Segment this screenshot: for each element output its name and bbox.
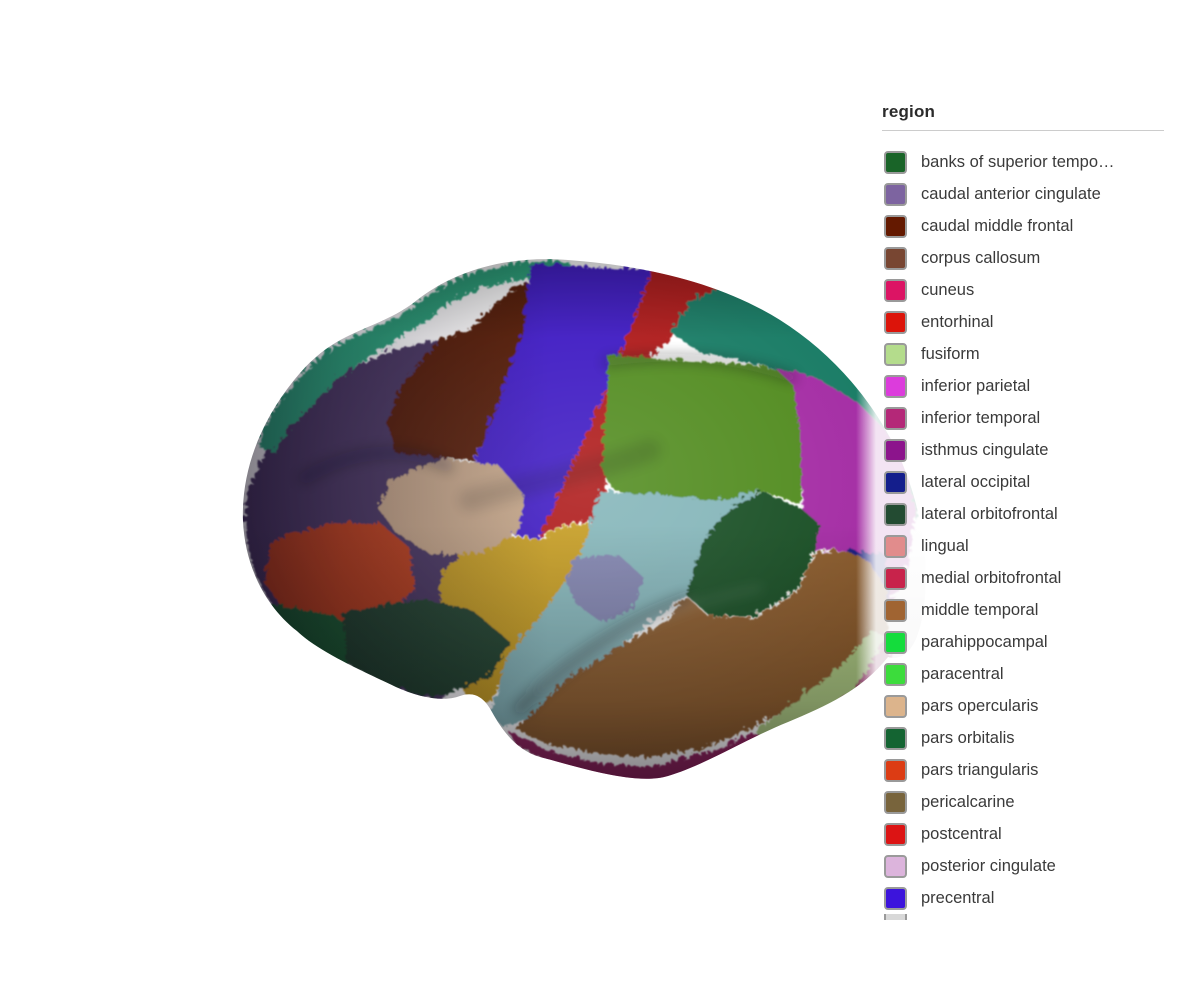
legend-item: parahippocampal bbox=[882, 626, 1172, 658]
legend-item: posterior cingulate bbox=[882, 850, 1172, 882]
legend-item-label: isthmus cingulate bbox=[921, 440, 1049, 459]
legend-item: caudal middle frontal bbox=[882, 210, 1172, 242]
legend-item-label: posterior cingulate bbox=[921, 856, 1056, 875]
legend-swatch bbox=[884, 502, 907, 526]
lighting-overlay bbox=[242, 259, 926, 779]
legend-swatch bbox=[884, 470, 907, 494]
legend-swatch bbox=[884, 630, 907, 654]
legend-item: precentral bbox=[882, 882, 1172, 914]
legend-item: entorhinal bbox=[882, 306, 1172, 338]
legend-item-label: middle temporal bbox=[921, 600, 1039, 619]
legend-item: pars opercularis bbox=[882, 690, 1172, 722]
legend-item-label: lateral occipital bbox=[921, 472, 1031, 491]
legend-item: lateral orbitofrontal bbox=[882, 498, 1172, 530]
legend-item: pericalcarine bbox=[882, 786, 1172, 818]
legend-swatch bbox=[884, 790, 907, 814]
legend-item-label: pars opercularis bbox=[921, 696, 1039, 715]
legend-swatch bbox=[884, 310, 907, 334]
legend-item: lingual bbox=[882, 530, 1172, 562]
legend-item-label: precentral bbox=[921, 888, 995, 907]
legend-item-label: corpus callosum bbox=[921, 248, 1041, 267]
legend-item-label: fusiform bbox=[921, 344, 980, 363]
legend-swatch bbox=[884, 598, 907, 622]
legend-item: corpus callosum bbox=[882, 242, 1172, 274]
legend-swatch bbox=[884, 182, 907, 206]
legend-item: banks of superior tempo… bbox=[882, 146, 1172, 178]
legend-item: paracentral bbox=[882, 658, 1172, 690]
legend-swatch bbox=[884, 822, 907, 846]
legend: region banks of superior tempo… caudal a… bbox=[882, 101, 1172, 920]
legend-item-label: cuneus bbox=[921, 280, 975, 299]
legend-swatch bbox=[884, 854, 907, 878]
brain-surface[interactable] bbox=[230, 250, 940, 800]
legend-item: pars orbitalis bbox=[882, 722, 1172, 754]
legend-item-label: parahippocampal bbox=[921, 632, 1048, 651]
legend-swatch bbox=[884, 726, 907, 750]
legend-item-label: lingual bbox=[921, 536, 969, 555]
legend-swatch bbox=[884, 566, 907, 590]
legend-item: inferior parietal bbox=[882, 370, 1172, 402]
legend-item-label: caudal middle frontal bbox=[921, 216, 1074, 235]
legend-swatch bbox=[884, 246, 907, 270]
legend-item-label: pars triangularis bbox=[921, 760, 1039, 779]
plot-fade-overlay bbox=[856, 0, 1200, 1000]
legend-item: pars triangularis bbox=[882, 754, 1172, 786]
legend-item-label: inferior parietal bbox=[921, 376, 1031, 395]
legend-item-label: entorhinal bbox=[921, 312, 994, 331]
legend-item-label: lateral orbitofrontal bbox=[921, 504, 1058, 523]
legend-item-label: paracentral bbox=[921, 664, 1004, 683]
legend-item: fusiform bbox=[882, 338, 1172, 370]
legend-item: caudal anterior cingulate bbox=[882, 178, 1172, 210]
legend-item: inferior temporal bbox=[882, 402, 1172, 434]
legend-item-label: caudal anterior cingulate bbox=[921, 184, 1101, 203]
legend-items: banks of superior tempo… caudal anterior… bbox=[882, 131, 1172, 920]
legend-item-label: postcentral bbox=[921, 824, 1002, 843]
legend-swatch bbox=[884, 406, 907, 430]
legend-item-label: banks of superior tempo… bbox=[921, 152, 1115, 171]
legend-item: cuneus bbox=[882, 274, 1172, 306]
legend-swatch bbox=[884, 694, 907, 718]
legend-item: postcentral bbox=[882, 818, 1172, 850]
legend-swatch bbox=[884, 278, 907, 302]
legend-swatch bbox=[884, 374, 907, 398]
legend-swatch bbox=[884, 342, 907, 366]
legend-item-label: pericalcarine bbox=[921, 792, 1015, 811]
legend-swatch-partial bbox=[884, 914, 907, 920]
legend-item: isthmus cingulate bbox=[882, 434, 1172, 466]
legend-divider bbox=[882, 130, 1164, 131]
legend-title: region bbox=[882, 102, 936, 121]
legend-item-label: medial orbitofrontal bbox=[921, 568, 1062, 587]
legend-item: middle temporal bbox=[882, 594, 1172, 626]
legend-swatch bbox=[884, 438, 907, 462]
legend-swatch bbox=[884, 150, 907, 174]
legend-item-label: inferior temporal bbox=[921, 408, 1041, 427]
legend-item: medial orbitofrontal bbox=[882, 562, 1172, 594]
legend-item-label: pars orbitalis bbox=[921, 728, 1015, 747]
legend-item-partial bbox=[882, 914, 1172, 920]
legend-swatch bbox=[884, 534, 907, 558]
legend-swatch bbox=[884, 214, 907, 238]
legend-swatch bbox=[884, 662, 907, 686]
legend-swatch bbox=[884, 886, 907, 910]
legend-item: lateral occipital bbox=[882, 466, 1172, 498]
legend-swatch bbox=[884, 758, 907, 782]
